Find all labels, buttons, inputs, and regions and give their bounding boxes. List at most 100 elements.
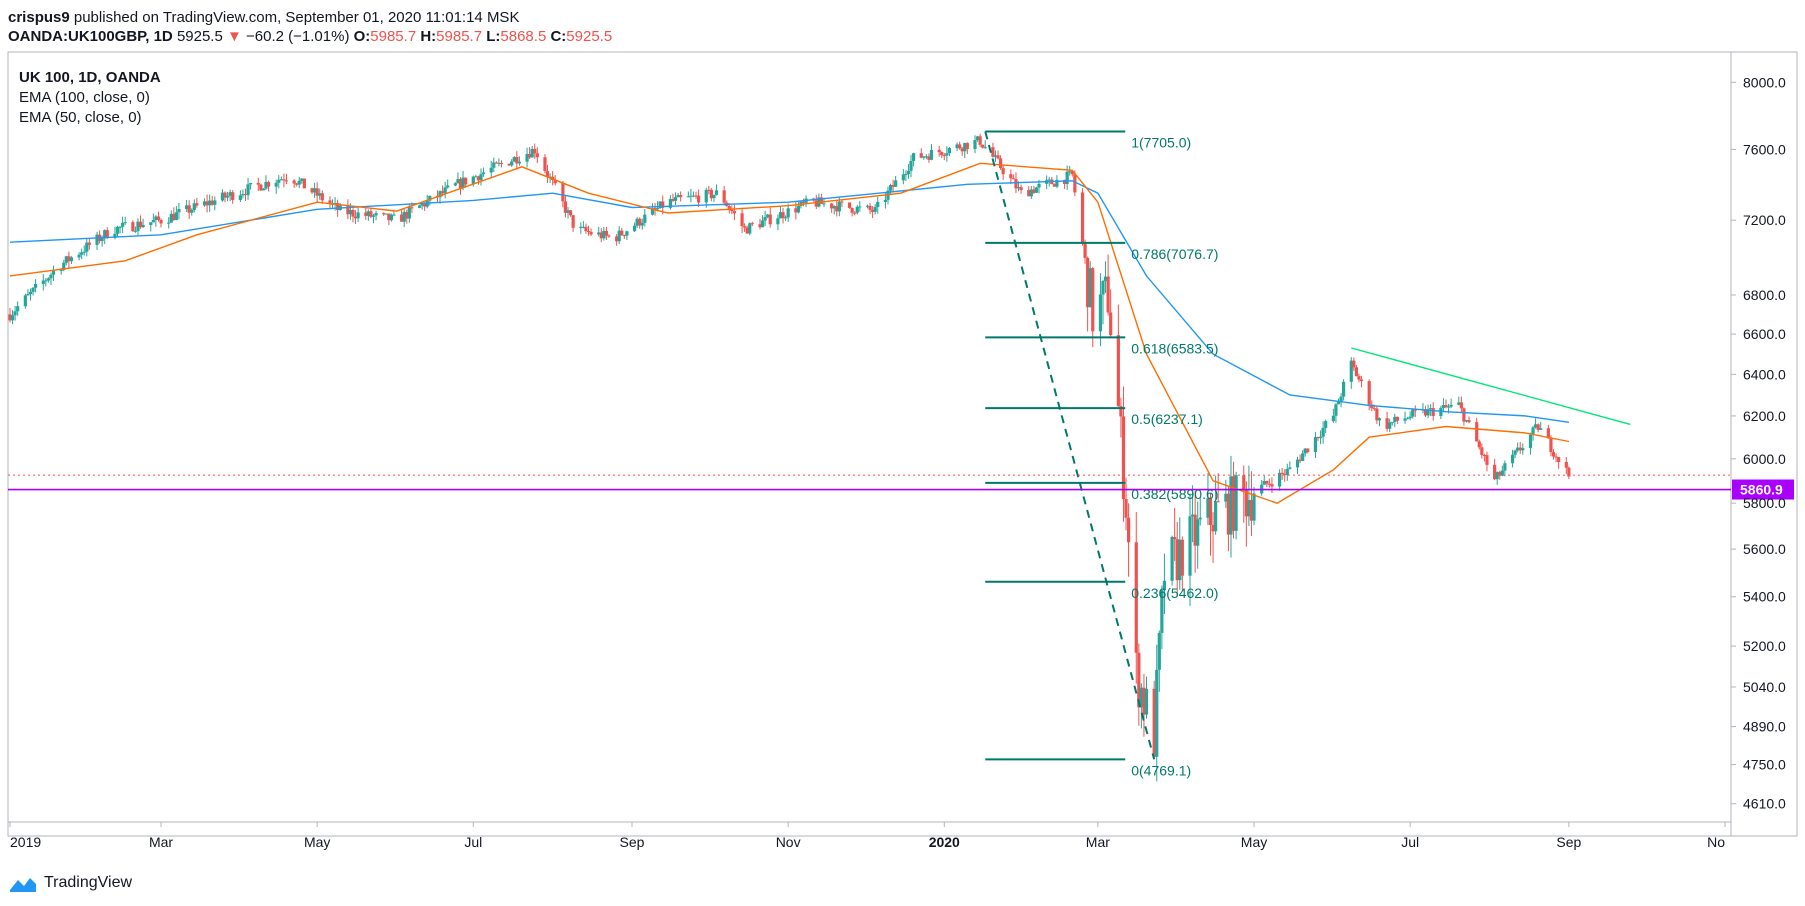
candle-body [1557,457,1561,463]
candle-body [371,215,376,217]
candle-body [1001,168,1005,175]
ema100-line[interactable] [9,180,1570,423]
candle-body [243,194,248,196]
price-tick-label: 7200.0 [1743,212,1786,228]
high-label: H: [420,28,437,45]
candle-body [1367,381,1371,405]
candle-body [847,202,852,208]
price-tick-label: 6600.0 [1743,326,1786,342]
candle-body [1457,402,1461,405]
candle-body [510,161,514,166]
candle-body [384,213,388,215]
candle-body [318,193,322,196]
candle-body [1403,418,1407,421]
candle-body [1280,472,1284,475]
candle-body [1446,406,1451,408]
candle-body [302,178,306,189]
candle-body [208,200,212,206]
candle-body [113,233,117,238]
candle-body [1142,687,1146,715]
candle-body [456,179,460,184]
candle-body [1234,475,1238,531]
candle-body [1109,312,1113,336]
candle-body [1567,467,1571,477]
candle-body [1531,427,1535,435]
candle-body [1295,459,1300,468]
fib-level-label: 0.5(6237.1) [1131,411,1203,427]
open-label: O: [353,28,371,45]
candle-body [346,205,350,215]
candle-body [1034,187,1039,193]
candle-body [16,306,20,312]
candle-body [185,205,189,210]
time-axis[interactable]: 2019 Mar May Jul Sep Nov 2020 Mar May Jul Sep No [9,822,1726,850]
author-name[interactable]: crispus9 [8,9,70,26]
price-tick-label: 5200.0 [1743,638,1786,654]
fibonacci-layer[interactable]: 1(7705.0) 0.786(7076.7) 0.618(6583.5) 0.5(6… [984,130,1218,778]
candle-body [297,180,301,185]
candle-body [571,215,575,228]
candle-body [1019,187,1023,191]
candle-body [228,192,232,196]
candle-body [1539,428,1543,430]
footer-brand[interactable]: TradingView [8,873,132,893]
candle-body [1242,475,1246,490]
candle-body [830,203,834,209]
candle-body [745,227,749,234]
candle-body [814,200,818,207]
candle-body [136,221,140,231]
candle-body [740,213,744,227]
candle-body [1029,189,1033,197]
candle-body [1121,416,1126,500]
candle-body [1467,420,1471,423]
candle-body [115,226,120,234]
candle-body [205,201,209,206]
candle-body [1500,470,1504,476]
candle-body [999,158,1003,169]
candle-body [1408,416,1412,419]
fib-level-label: 0.786(7076.7) [1131,246,1218,262]
candle-body [533,148,537,154]
price-axis[interactable]: 8000.0 7600.0 7200.0 6800.0 6600.0 6400.0 6200… [1731,74,1786,812]
legend-ema50[interactable]: EMA (50, close, 0) [19,109,142,126]
candle-body [763,217,767,221]
candle-body [876,201,880,207]
low-label: L: [486,28,501,45]
candle-body [991,147,995,157]
candle-body [1252,493,1256,521]
candle-body [748,223,752,234]
candle-body [225,195,230,198]
candle-body [256,182,260,185]
candle-body [8,314,12,321]
candle-body [213,200,217,205]
candle-body [1423,409,1428,416]
candle-body [760,220,765,228]
candle-body [722,190,726,203]
candle-body [1134,542,1138,653]
candle-body [850,207,854,213]
support-price-label: 5860.9 [1740,482,1783,498]
fib-trend-line[interactable] [984,131,1156,760]
candle-body [661,201,665,208]
candle-body [1124,499,1128,518]
candle-body [707,189,711,191]
candle-body [507,163,511,166]
candle-body [1303,448,1307,454]
candle-body [1270,484,1274,487]
candle-body [927,156,931,160]
candle-body [689,195,693,197]
candle-body [105,230,109,238]
candle-body [945,153,949,156]
candle-body [727,206,731,210]
candle-body [464,177,468,185]
candle-body [85,242,89,252]
candle-body [1086,257,1090,308]
trendline[interactable] [1351,347,1631,426]
candle-body [353,216,358,219]
legend-ema100[interactable]: EMA (100, close, 0) [19,89,150,106]
candle-body [1211,525,1215,532]
candle-body [597,232,601,235]
ema50-line[interactable] [9,162,1570,504]
candle-body [960,148,964,152]
